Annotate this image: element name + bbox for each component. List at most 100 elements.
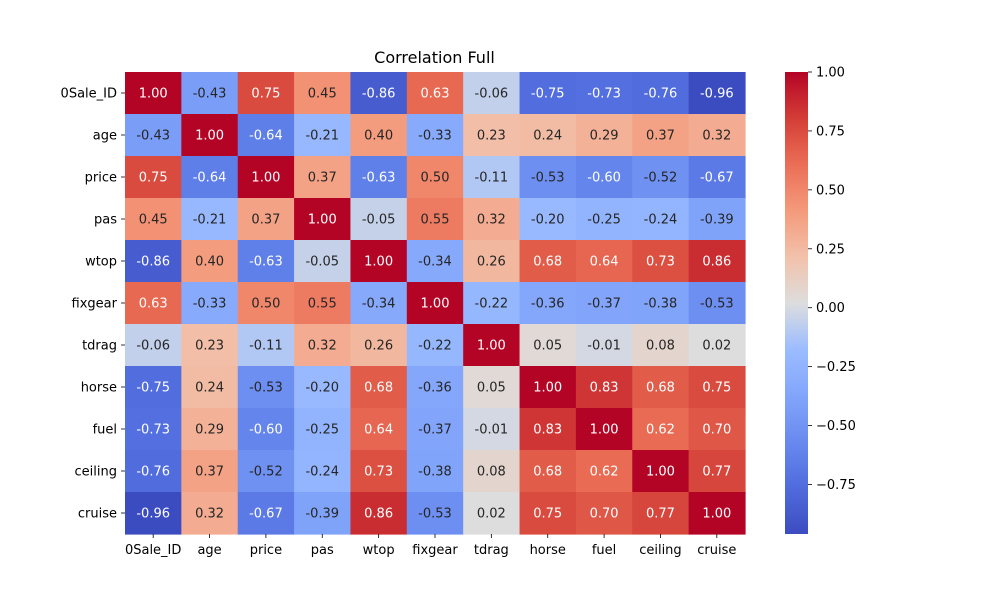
heatmap-cell-label: -0.20 xyxy=(531,213,565,228)
column-tick-label: ceiling xyxy=(639,543,681,558)
heatmap-cell xyxy=(181,198,239,241)
heatmap-cell xyxy=(632,282,690,325)
heatmap-cell-label: 1.00 xyxy=(533,381,562,396)
heatmap-cell xyxy=(632,450,690,493)
heatmap-cell xyxy=(519,366,577,409)
colorbar-tick-label: −0.75 xyxy=(816,478,856,493)
heatmap-cell-label: 0.68 xyxy=(533,465,562,480)
heatmap-cell-label: 0.02 xyxy=(702,339,731,354)
heatmap-cell-label: 0.23 xyxy=(195,339,224,354)
heatmap-cell xyxy=(632,408,690,451)
heatmap-cell xyxy=(632,324,690,367)
heatmap-cell xyxy=(350,240,408,283)
heatmap-cell xyxy=(519,156,577,199)
heatmap-cell-label: 1.00 xyxy=(364,255,393,270)
heatmap-cell xyxy=(463,72,521,115)
colorbar-tick-label: 0.25 xyxy=(816,242,845,257)
heatmap-cell-label: 0.86 xyxy=(364,507,393,522)
heatmap-cell xyxy=(350,156,408,199)
heatmap-cell-label: 0.73 xyxy=(646,255,675,270)
heatmap-cell-label: 1.00 xyxy=(702,507,731,522)
heatmap-cell-label: -0.37 xyxy=(587,297,621,312)
heatmap-cell-label: 0.83 xyxy=(533,423,562,438)
colorbar-tick-label: −0.50 xyxy=(816,419,856,434)
heatmap-cell xyxy=(519,114,577,157)
heatmap-cell-label: -0.33 xyxy=(193,297,227,312)
heatmap-cell-label: 0.37 xyxy=(195,465,224,480)
column-tick-label: age xyxy=(197,543,221,558)
heatmap-cell xyxy=(688,492,746,535)
heatmap-cell-label: 1.00 xyxy=(139,87,168,102)
heatmap-cell-label: -0.64 xyxy=(193,171,227,186)
heatmap-cell xyxy=(294,198,352,241)
heatmap-cell xyxy=(463,240,521,283)
colorbar-gradient xyxy=(785,72,808,534)
heatmap-cell xyxy=(463,156,521,199)
heatmap-cell-label: 0.37 xyxy=(251,213,280,228)
heatmap-cell xyxy=(350,198,408,241)
heatmap-cell-label: 0.77 xyxy=(702,465,731,480)
column-tick-label: fuel xyxy=(592,543,616,558)
heatmap-cell xyxy=(632,198,690,241)
column-tick-label: tdrag xyxy=(474,543,509,558)
heatmap-cell-label: -0.75 xyxy=(531,87,565,102)
heatmap-cell xyxy=(406,408,464,451)
heatmap-cell-label: -0.53 xyxy=(249,381,283,396)
heatmap-cell-label: 1.00 xyxy=(477,339,506,354)
heatmap-cell xyxy=(519,282,577,325)
heatmap-cell-label: -0.24 xyxy=(305,465,339,480)
heatmap-cell-label: -0.05 xyxy=(362,213,396,228)
heatmap-cell xyxy=(237,492,295,535)
heatmap-cell-label: 0.86 xyxy=(702,255,731,270)
heatmap-cell xyxy=(350,408,408,451)
row-tick-label: age xyxy=(93,129,117,144)
heatmap-cell xyxy=(519,324,577,367)
heatmap-cell-label: -0.39 xyxy=(305,507,339,522)
heatmap-cell xyxy=(125,450,182,493)
heatmap-cell-label: -0.75 xyxy=(136,381,170,396)
heatmap-cell-label: -0.43 xyxy=(193,87,227,102)
heatmap-cell xyxy=(294,324,352,367)
heatmap-cell xyxy=(632,240,690,283)
heatmap-cell-label: -0.11 xyxy=(249,339,283,354)
colorbar: 1.00 0.75 0.50 0.25 0.00 −0.25 −0.50 −0.75 xyxy=(785,66,856,534)
colorbar-tick-label: −0.25 xyxy=(816,360,856,375)
heatmap-cell xyxy=(406,366,464,409)
heatmap-cell-label: 0.24 xyxy=(195,381,224,396)
heatmap-cell-label: 1.00 xyxy=(646,465,675,480)
heatmap-cell xyxy=(181,72,239,115)
heatmap-cell xyxy=(125,156,182,199)
heatmap-cell xyxy=(294,72,352,115)
heatmap-cell xyxy=(237,198,295,241)
row-tick-label: 0Sale_ID xyxy=(61,87,117,102)
heatmap-cell-label: 0.68 xyxy=(533,255,562,270)
heatmap-cell-label: 0.45 xyxy=(139,213,168,228)
row-tick-label: fuel xyxy=(93,423,117,438)
heatmap-cell xyxy=(688,408,746,451)
heatmap-cell-label: -0.34 xyxy=(418,255,452,270)
heatmap-cell xyxy=(463,198,521,241)
colorbar-tick-label: 0.50 xyxy=(816,183,845,198)
heatmap-cell xyxy=(463,114,521,157)
heatmap-cell xyxy=(181,408,239,451)
heatmap-cell xyxy=(181,240,239,283)
heatmap-cell xyxy=(350,450,408,493)
heatmap-cell-label: 0.05 xyxy=(533,339,562,354)
heatmap-cell-label: -0.24 xyxy=(644,213,678,228)
heatmap-cell-label: 0.37 xyxy=(646,129,675,144)
heatmap-cell xyxy=(125,72,182,115)
heatmap-cell xyxy=(125,492,182,535)
row-tick-label: ceiling xyxy=(75,465,117,480)
heatmap-cell-label: 0.26 xyxy=(477,255,506,270)
heatmap-cell-label: -0.38 xyxy=(644,297,678,312)
heatmap-cell-label: 0.73 xyxy=(364,465,393,480)
column-tick-label: price xyxy=(250,543,282,558)
heatmap-cell xyxy=(406,282,464,325)
heatmap-cell xyxy=(350,282,408,325)
heatmap-cell xyxy=(688,324,746,367)
column-tick-label: 0Sale_ID xyxy=(125,543,181,558)
heatmap-cell-labels: 1.00 -0.43 0.75 0.45 -0.86 0.63 -0.06 -0.75 -0.7… xyxy=(136,87,733,522)
heatmap-cell-label: 0.55 xyxy=(308,297,337,312)
heatmap-cell xyxy=(237,450,295,493)
heatmap-cell xyxy=(575,408,633,451)
